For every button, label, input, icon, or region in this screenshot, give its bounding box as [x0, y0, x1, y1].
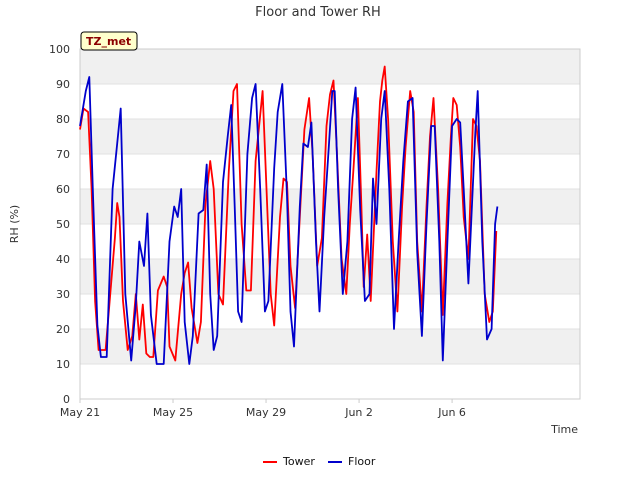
x-tick-label: Jun 6: [437, 406, 466, 419]
legend: Tower Floor: [263, 455, 376, 468]
y-tick-label: 30: [56, 288, 70, 301]
legend-label-tower: Tower: [282, 455, 315, 468]
plot-band: [80, 49, 580, 84]
y-tick-label: 90: [56, 78, 70, 91]
legend-label-floor: Floor: [348, 455, 376, 468]
plot-band: [80, 189, 580, 224]
plot-frame: [79, 48, 581, 400]
y-tick-label: 10: [56, 358, 70, 371]
y-tick-label: 70: [56, 148, 70, 161]
series-lines: [79, 65, 499, 365]
series-line-floor: [79, 76, 499, 365]
tz-annotation: TZ_met: [80, 31, 138, 51]
y-tick-label: 50: [56, 218, 70, 231]
y-axis-ticks: 0 10 20 30 40 50 60 70 80 90 100: [49, 43, 70, 406]
y-tick-label: 80: [56, 113, 70, 126]
y-tick-label: 100: [49, 43, 70, 56]
x-tick-label: May 29: [246, 406, 286, 419]
x-axis-title: Time: [550, 423, 578, 436]
x-tick-label: May 21: [60, 406, 100, 419]
chart-title: Floor and Tower RH: [255, 5, 381, 20]
x-axis-ticks: May 21 May 25 May 29 Jun 2 Jun 6: [60, 399, 466, 419]
y-tick-label: 0: [63, 393, 70, 406]
x-tick-label: Jun 2: [344, 406, 373, 419]
y-tick-label: 20: [56, 323, 70, 336]
plot-band: [80, 259, 580, 294]
tz-annotation-box: [80, 31, 138, 51]
y-tick-label: 40: [56, 253, 70, 266]
x-tick-label: May 25: [153, 406, 193, 419]
y-axis-title: RH (%): [8, 205, 21, 243]
tz-annotation-label: TZ_met: [86, 35, 131, 48]
y-tick-label: 60: [56, 183, 70, 196]
